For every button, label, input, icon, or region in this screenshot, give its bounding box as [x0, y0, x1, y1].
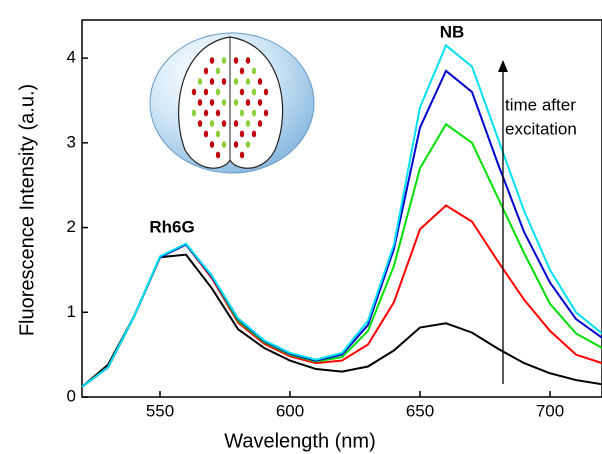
inset-dot	[233, 57, 239, 64]
annotation: excitation	[505, 119, 577, 138]
inset-dot	[239, 151, 245, 159]
series-line	[81, 253, 602, 388]
annotation: NB	[440, 22, 465, 41]
inset-dot	[209, 99, 215, 106]
inset-dot	[215, 88, 221, 96]
inset-dot	[209, 120, 215, 127]
y-tick-label: 0	[67, 386, 76, 405]
x-tick-label: 700	[536, 401, 564, 420]
inset-dot	[263, 109, 269, 117]
x-tick-label: 600	[276, 401, 304, 420]
inset-dot	[239, 67, 245, 75]
inset-dot	[203, 88, 209, 96]
inset-dot	[203, 130, 209, 138]
inset-dot	[245, 57, 251, 64]
x-axis-label: Wavelength (nm)	[224, 430, 376, 452]
inset-dot	[239, 109, 245, 117]
inset-dot	[245, 78, 251, 85]
annotation: time after	[505, 95, 576, 114]
inset-dot	[251, 109, 257, 117]
inset-dot	[233, 78, 239, 85]
series-line	[81, 43, 602, 388]
inset-dot	[215, 67, 221, 75]
inset-dot	[257, 120, 263, 127]
x-tick-label: 550	[146, 401, 174, 420]
inset-dot	[203, 67, 209, 75]
inset-dot	[245, 141, 251, 148]
x-tick-label: 650	[406, 401, 434, 420]
inset-dot	[209, 57, 215, 64]
inset-dot	[221, 141, 227, 148]
inset-dot	[233, 120, 239, 127]
annotation: Rh6G	[149, 217, 194, 236]
inset-dot	[197, 78, 203, 85]
y-tick-label: 1	[67, 302, 76, 321]
inset-dot	[221, 120, 227, 127]
y-tick-label: 4	[67, 48, 76, 67]
inset-dot	[215, 130, 221, 138]
inset-dot	[233, 141, 239, 148]
inset-dot	[215, 151, 221, 159]
y-tick-label: 3	[67, 132, 76, 151]
inset-illustration	[149, 32, 315, 174]
inset-dot	[197, 99, 203, 106]
plot-frame	[81, 19, 602, 398]
inset-dot	[221, 99, 227, 106]
inset-dot	[239, 88, 245, 96]
arrow-head	[498, 60, 508, 72]
inset-dot	[191, 109, 197, 117]
y-axis-label: Fluorescence Intensity (a.u.)	[16, 84, 38, 336]
inset-dot	[251, 88, 257, 96]
inset-dot	[233, 99, 239, 106]
inset-dot	[239, 130, 245, 138]
inset-dot	[251, 67, 257, 75]
inset-dot	[215, 109, 221, 117]
inset-dot	[197, 120, 203, 127]
inset-dot	[245, 99, 251, 106]
inset-dot	[263, 88, 269, 96]
inset-dot	[251, 130, 257, 138]
inset-dot	[203, 109, 209, 117]
inset-dot	[209, 78, 215, 85]
inset-dot	[257, 78, 263, 85]
inset-dot	[245, 120, 251, 127]
inset-dot	[257, 99, 263, 106]
inset-dot	[221, 78, 227, 85]
y-tick-label: 2	[67, 217, 76, 236]
inset-dot	[221, 57, 227, 64]
inset-dot	[191, 88, 197, 96]
inset-dot	[209, 141, 215, 148]
